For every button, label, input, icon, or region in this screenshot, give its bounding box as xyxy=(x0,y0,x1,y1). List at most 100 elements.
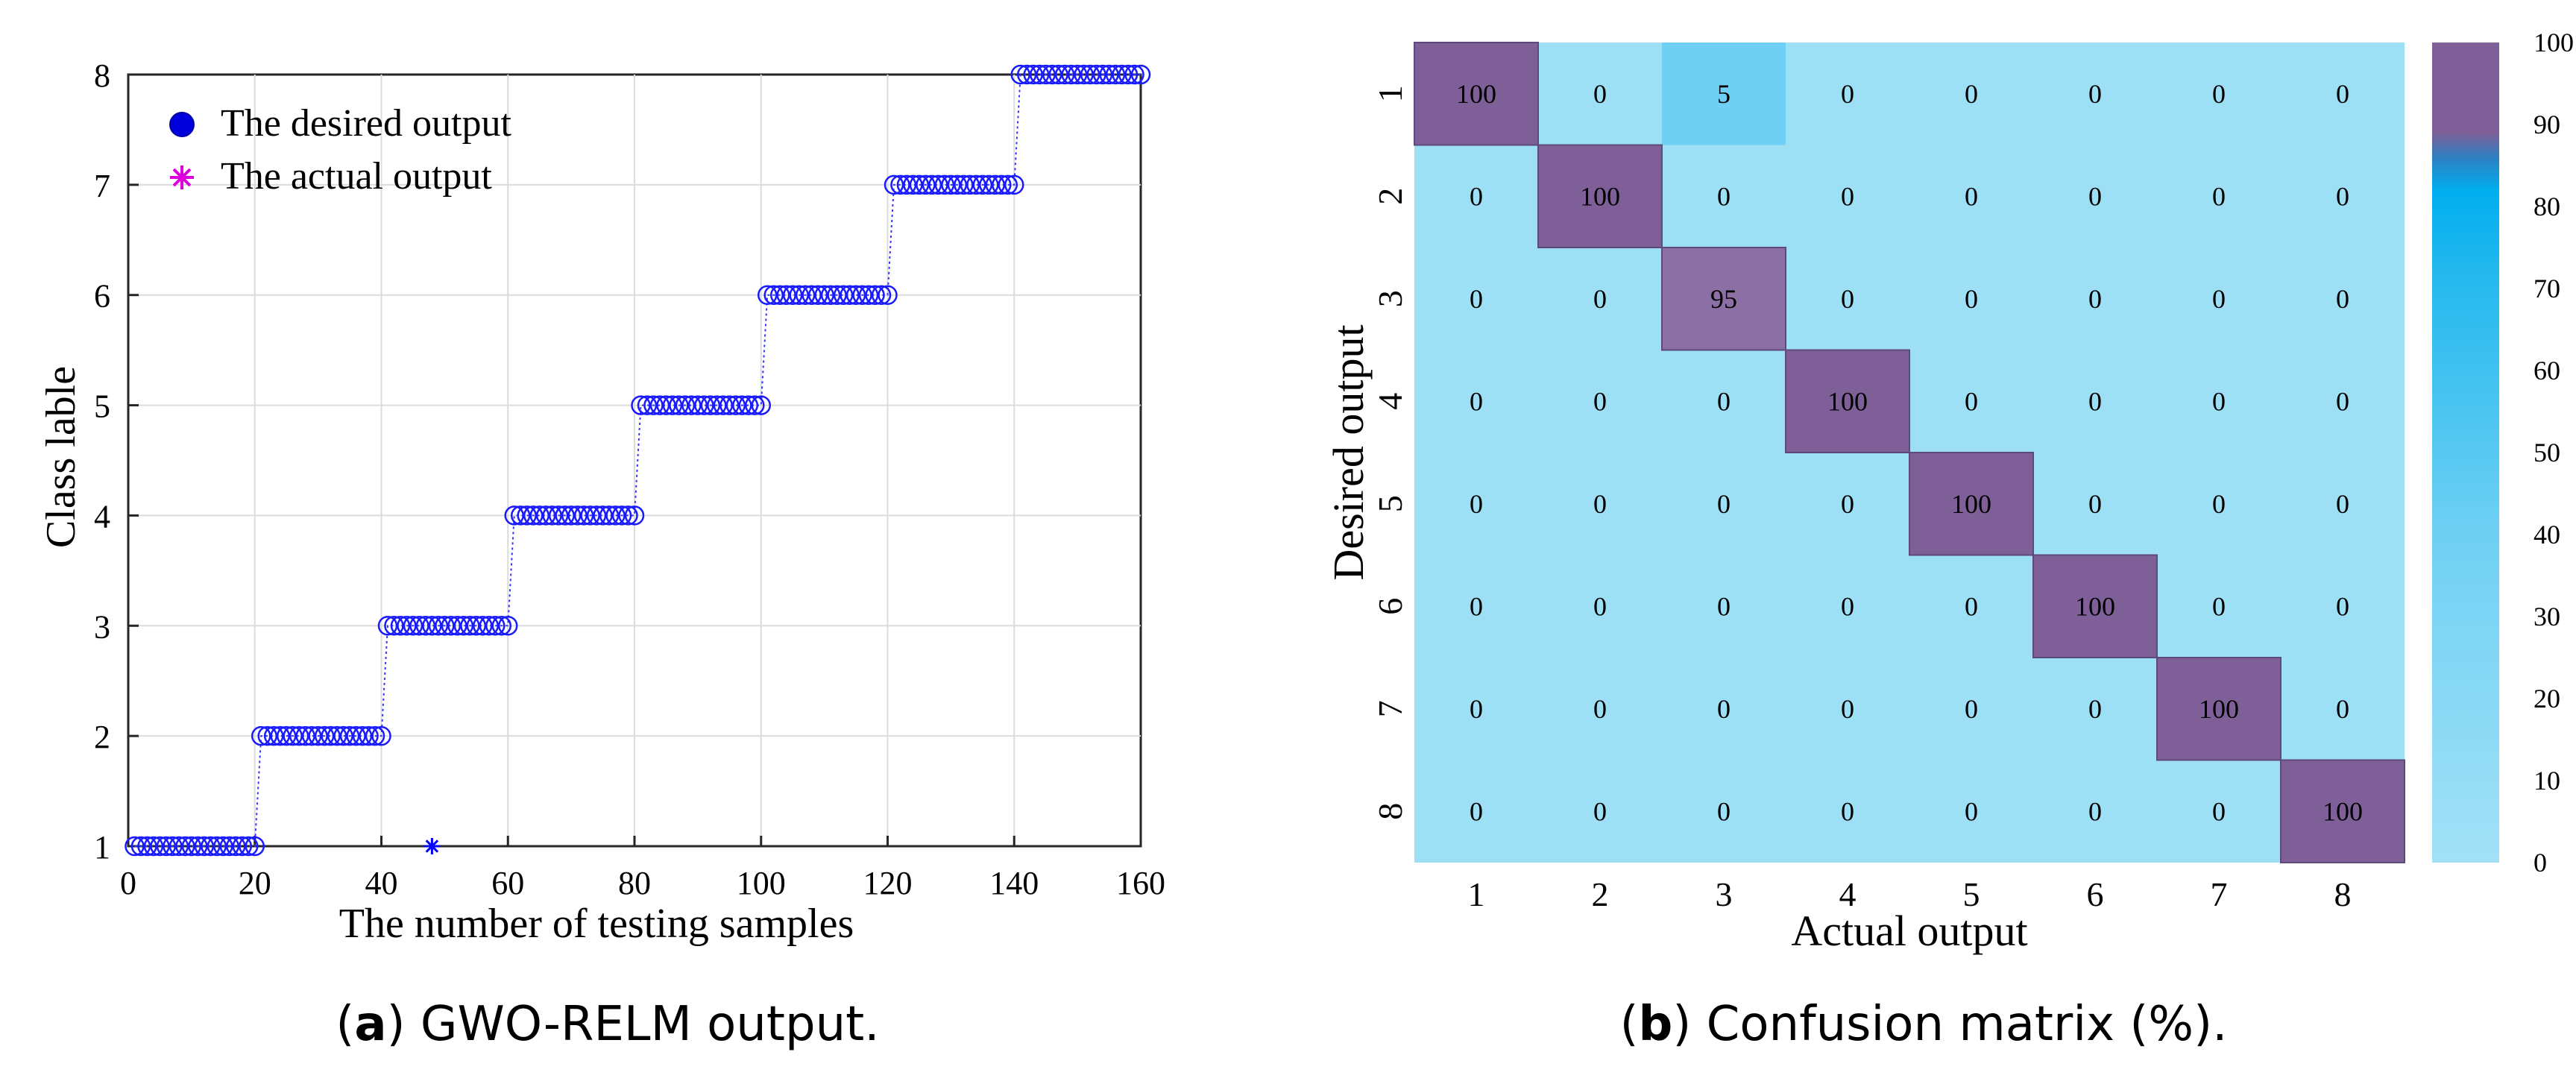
desired-output-point xyxy=(359,725,379,746)
caption-b-text: Confusion matrix (%). xyxy=(1691,997,2227,1052)
desired-output-point xyxy=(947,174,968,195)
y-category-label: 1 xyxy=(1371,85,1409,102)
matrix-cell-value: 0 xyxy=(1965,181,1978,211)
matrix-cell-value: 0 xyxy=(2212,591,2226,621)
panel-b-y-categories: 1 2 3 4 5 6 7 8 xyxy=(1371,85,1409,820)
matrix-cell-value: 0 xyxy=(2336,79,2349,109)
desired-output-point xyxy=(637,395,658,415)
desired-output-point xyxy=(314,725,335,746)
panel-a-grid xyxy=(128,75,1141,846)
matrix-cell-value: 0 xyxy=(1717,181,1731,211)
matrix-cell-value: 0 xyxy=(2212,796,2226,826)
matrix-cell-value: 0 xyxy=(2336,181,2349,211)
desired-output-point xyxy=(491,616,512,636)
desired-output-point xyxy=(1048,64,1068,85)
desired-output-point xyxy=(289,725,309,746)
panel-a-series xyxy=(125,64,1151,857)
desired-output-point xyxy=(485,616,506,636)
desired-output-point xyxy=(1061,64,1081,85)
matrix-cell-value: 0 xyxy=(1593,591,1607,621)
desired-output-point xyxy=(1010,64,1030,85)
desired-output-point xyxy=(453,616,474,636)
desired-output-point xyxy=(807,285,828,305)
matrix-cell-value: 0 xyxy=(1470,386,1483,416)
desired-output-point xyxy=(922,174,942,195)
desired-output-point xyxy=(181,836,202,857)
desired-output-point xyxy=(447,616,467,636)
y-category-label: 4 xyxy=(1371,393,1409,410)
desired-output-point xyxy=(1130,64,1151,85)
matrix-cell-value: 0 xyxy=(1593,694,1607,724)
legend-desired-label: The desired output xyxy=(221,102,511,145)
matrix-cell-value: 0 xyxy=(1965,694,1978,724)
desired-output-point xyxy=(871,285,892,305)
desired-output-point xyxy=(523,505,544,526)
desired-output-point xyxy=(624,505,645,526)
matrix-cell-value: 0 xyxy=(2212,181,2226,211)
desired-output-point xyxy=(840,285,860,305)
x-category-label: 8 xyxy=(2334,875,2352,913)
panel-b-cells xyxy=(1414,42,2405,863)
legend-actual-marker xyxy=(170,166,194,189)
desired-output-point xyxy=(270,725,290,746)
desired-output-point xyxy=(769,285,790,305)
x-category-label: 5 xyxy=(1963,875,1980,913)
matrix-cell-value: 100 xyxy=(2323,796,2363,826)
desired-output-point xyxy=(339,725,360,746)
desired-output-point xyxy=(137,836,157,857)
desired-output-point xyxy=(941,174,961,195)
desired-output-point xyxy=(460,616,480,636)
y-tick-label: 7 xyxy=(94,168,110,204)
desired-output-point xyxy=(1054,64,1075,85)
panel-a-y-axis-label: Class lable xyxy=(38,366,84,548)
matrix-cell-value: 95 xyxy=(1710,284,1737,314)
desired-output-point xyxy=(884,174,904,195)
x-tick-label: 20 xyxy=(239,865,271,901)
desired-output-point xyxy=(656,395,676,415)
caption-a-text: GWO-RELM output. xyxy=(406,997,880,1052)
matrix-cell-value: 0 xyxy=(2088,694,2102,724)
desired-output-point xyxy=(669,395,689,415)
desired-output-point xyxy=(852,285,872,305)
desired-output-point xyxy=(593,505,613,526)
desired-output-point xyxy=(327,725,347,746)
desired-output-point xyxy=(517,505,537,526)
matrix-cell-value: 100 xyxy=(1827,386,1868,416)
panel-b-x-axis-label: Actual output xyxy=(1791,907,2027,955)
x-tick-label: 0 xyxy=(120,865,136,901)
desired-output-point xyxy=(466,616,487,636)
desired-output-point xyxy=(422,616,442,636)
desired-output-point xyxy=(435,616,455,636)
desired-output-point xyxy=(321,725,341,746)
desired-output-point xyxy=(1092,64,1113,85)
desired-output-point xyxy=(1105,64,1126,85)
desired-output-point xyxy=(163,836,183,857)
panel-b-x-categories: 1 2 3 4 5 6 7 8 xyxy=(1468,875,2352,913)
desired-output-point xyxy=(979,174,999,195)
y-tick-label: 3 xyxy=(94,608,110,645)
desired-output-point xyxy=(409,616,429,636)
matrix-cell-value: 100 xyxy=(2199,694,2239,724)
matrix-cell-value: 0 xyxy=(1965,386,1978,416)
desired-output-point xyxy=(276,725,297,746)
desired-output-point xyxy=(700,395,721,415)
matrix-cell-value: 0 xyxy=(2212,489,2226,519)
desired-output-point xyxy=(972,174,993,195)
desired-output-point xyxy=(631,395,651,415)
desired-output-point xyxy=(802,285,822,305)
desired-output-point xyxy=(384,616,404,636)
matrix-cell-value: 0 xyxy=(1470,489,1483,519)
desired-output-point xyxy=(649,395,670,415)
matrix-cell-value: 0 xyxy=(1717,386,1731,416)
matrix-cell-value: 0 xyxy=(2212,284,2226,314)
desired-output-point xyxy=(827,285,847,305)
desired-output-point xyxy=(1086,64,1106,85)
matrix-cell-value: 0 xyxy=(2336,591,2349,621)
y-tick-label: 6 xyxy=(94,278,110,315)
matrix-cell-value: 0 xyxy=(1965,796,1978,826)
matrix-cell-value: 0 xyxy=(1841,694,1854,724)
matrix-cell-value: 0 xyxy=(1841,489,1854,519)
desired-output-point xyxy=(878,285,898,305)
desired-output-point xyxy=(169,836,189,857)
